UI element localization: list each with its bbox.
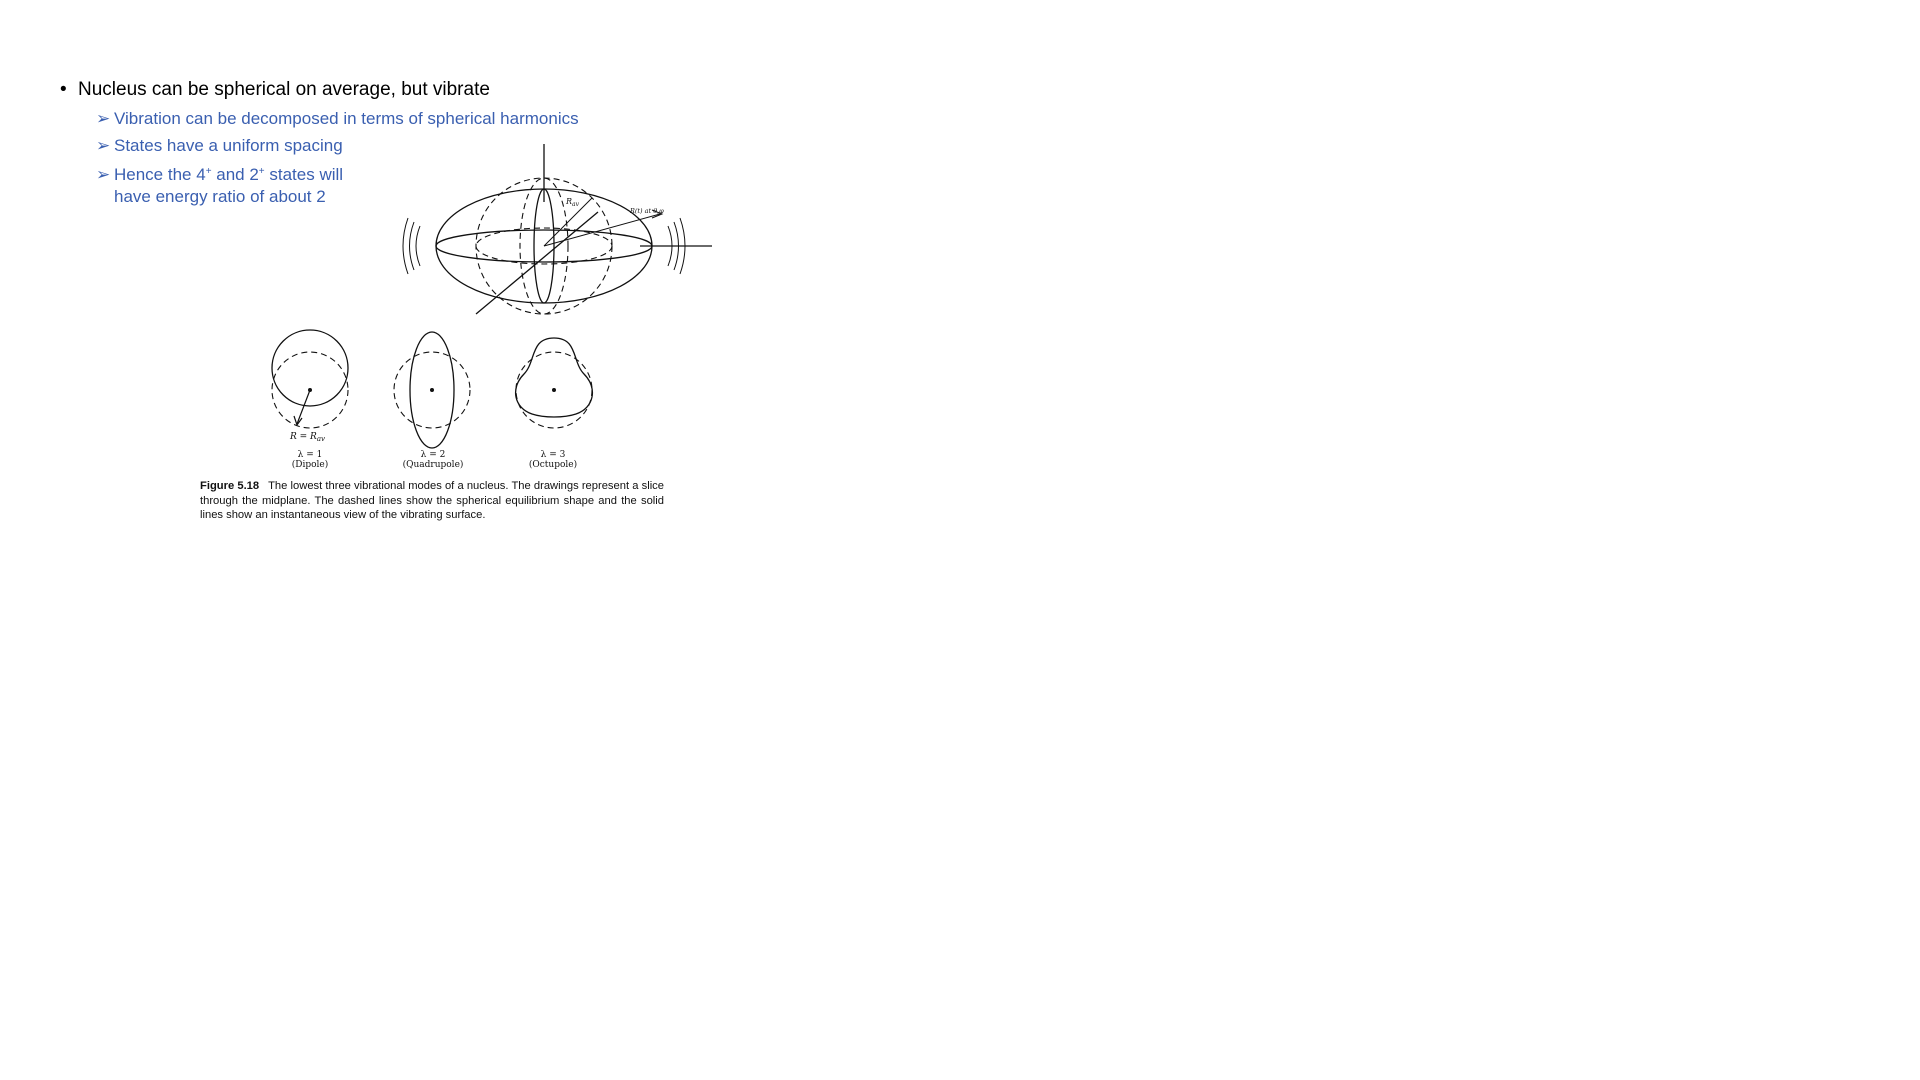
mode-name: (Octupole) — [528, 460, 578, 470]
sub-bullet-1: ➢ Vibration can be decomposed in terms of… — [96, 108, 579, 130]
r-equals-rav-label: R = Rav — [289, 432, 325, 443]
ellipsoid-drawing — [271, 144, 712, 449]
mode-lambda: λ = 1 — [297, 450, 323, 460]
diagonal-axis — [475, 211, 599, 315]
mode-label-octupole: λ = 3 (Octupole) — [508, 450, 598, 470]
radius-arrowhead — [651, 209, 664, 219]
mode-lambda: λ = 2 — [420, 450, 446, 460]
center-dots — [308, 388, 556, 392]
ellipsoid-equator — [435, 229, 653, 263]
sub-bullet-3: ➢ Hence the 4+ and 2+ states will have en… — [96, 161, 343, 208]
sphere-equator — [475, 227, 613, 265]
sub-bullet-text: Vibration can be decomposed in terms of … — [114, 109, 579, 128]
main-bullet-text: Nucleus can be spherical on average, but… — [78, 79, 490, 100]
mode-lambda: λ = 3 — [540, 450, 566, 460]
ellipsoid-meridian — [533, 188, 555, 304]
mode-label-quadrupole: λ = 2 (Quadrupole) — [388, 450, 478, 470]
figure-caption: Figure 5.18 The lowest three vibrational… — [200, 479, 664, 523]
bullet-dot: • — [60, 79, 67, 100]
rav-label: Rav — [565, 197, 580, 208]
arrow-bullet-icon: ➢ — [96, 136, 111, 155]
sub-bullet-text-mid: and 2 — [211, 165, 259, 184]
superscript: + — [205, 166, 212, 177]
sub-bullet-text-post: states will — [264, 165, 344, 184]
sub-bullet-2: ➢ States have a uniform spacing — [96, 135, 343, 157]
octupole-drawing — [514, 337, 594, 429]
arrow-bullet-icon: ➢ — [96, 109, 111, 128]
caption-text: The lowest three vibrational modes of a … — [200, 480, 665, 521]
arrow-bullet-icon: ➢ — [96, 165, 111, 184]
vibration-diagram: Rav R(t) at θ,φ R = Rav — [271, 144, 712, 449]
radius-line-r — [543, 213, 661, 247]
mode-name: (Quadrupole) — [402, 460, 464, 470]
sub-bullet-text-line2: have energy ratio of about 2 — [114, 187, 326, 206]
dipole-drawing — [271, 329, 349, 429]
r-theta-phi-label: R(t) at θ,φ — [629, 207, 664, 215]
vibration-figure: Rav R(t) at θ,φ R = Rav λ = 1 (Dipole) λ… — [200, 140, 720, 540]
radius-line-rav — [543, 197, 593, 247]
superscript: + — [258, 166, 265, 177]
sub-bullet-text: States have a uniform spacing — [114, 136, 343, 155]
sphere-meridian — [519, 177, 569, 315]
sub-bullet-text-pre: Hence the 4 — [114, 165, 206, 184]
mode-label-dipole: λ = 1 (Dipole) — [265, 450, 355, 470]
figure-number: Figure 5.18 — [200, 480, 260, 492]
quadrupole-drawing — [393, 331, 471, 449]
mode-name: (Dipole) — [291, 460, 329, 470]
